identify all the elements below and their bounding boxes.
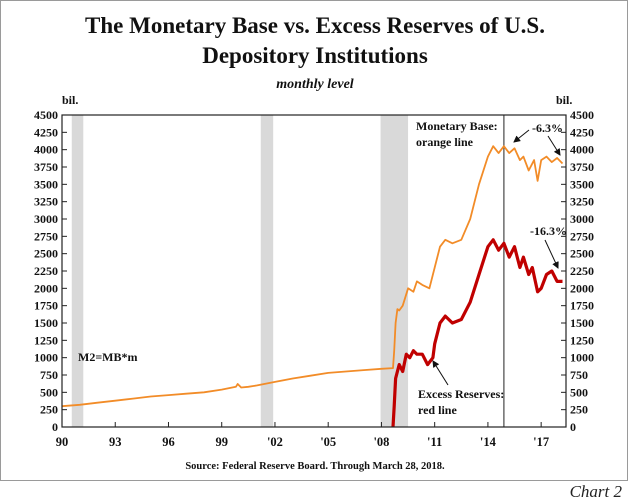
- y-tick-label-left: 250: [40, 403, 58, 417]
- er-label-line1: Excess Reserves:: [418, 387, 504, 401]
- x-tick-label: 96: [162, 435, 175, 449]
- y-tick-label-left: 2500: [34, 247, 58, 261]
- y-tick-label-left: 2250: [34, 264, 58, 278]
- y-tick-label-right: 3500: [570, 177, 594, 191]
- x-tick-label: 93: [109, 435, 122, 449]
- y-tick-label-left: 750: [40, 368, 58, 382]
- er-pct-arrow: [544, 239, 559, 269]
- y-tick-label-right: 1250: [570, 333, 594, 347]
- x-tick-label: 90: [56, 435, 69, 449]
- y-tick-label-right: 3250: [570, 195, 594, 209]
- excess-reserves-line: [391, 238, 563, 428]
- y-tick-label-right: 1000: [570, 351, 594, 365]
- er-pct-label: -16.3%: [530, 224, 567, 238]
- figure-label: Chart 2: [569, 482, 622, 501]
- x-axis-ticks: 90 93 96 99 '02 '05 '08 '11 '14 '17: [56, 422, 549, 449]
- y-tick-label-right: 4250: [570, 125, 594, 139]
- chart-title-line2: Depository Institutions: [202, 43, 428, 68]
- plot-area-border: [61, 114, 567, 428]
- y-tick-label-left: 2000: [34, 281, 58, 295]
- y-tick-label-right: 1500: [570, 316, 594, 330]
- y-tick-label-right: 1750: [570, 299, 594, 313]
- x-tick-label: '02: [267, 435, 283, 449]
- y-tick-label-right: 2250: [570, 264, 594, 278]
- y-unit-left: bil.: [62, 93, 78, 107]
- recession-band-0: [71, 115, 84, 427]
- x-tick-label: 99: [215, 435, 228, 449]
- x-tick-label: '08: [373, 435, 389, 449]
- y-axis-ticks: 0 0 250 250 500 500 750 750 1000 1000 1250 1250 1500…: [34, 108, 594, 434]
- y-tick-label-left: 1750: [34, 299, 58, 313]
- chart-frame: [0, 0, 628, 481]
- source-note: Source: Federal Reserve Board. Through M…: [185, 461, 445, 472]
- formula-label: M2=MB*m: [78, 350, 138, 364]
- y-tick-label-left: 1250: [34, 333, 58, 347]
- x-tick-label: '17: [533, 435, 549, 449]
- series-lines: [61, 145, 564, 428]
- y-tick-label-right: 4000: [570, 143, 594, 157]
- y-tick-label-left: 4250: [34, 125, 58, 139]
- y-tick-label-right: 2750: [570, 229, 594, 243]
- er-label-line2: red line: [418, 403, 457, 417]
- y-tick-label-right: 2500: [570, 247, 594, 261]
- y-tick-label-right: 2000: [570, 281, 594, 295]
- y-tick-label-right: 3000: [570, 212, 594, 226]
- y-tick-label-right: 0: [570, 420, 576, 434]
- y-tick-label-left: 3000: [34, 212, 58, 226]
- x-tick-label: '14: [480, 435, 497, 449]
- y-tick-label-left: 3250: [34, 195, 58, 209]
- y-tick-label-left: 3750: [34, 160, 58, 174]
- y-tick-label-left: 4000: [34, 143, 58, 157]
- mb-label-line2: orange line: [416, 135, 474, 149]
- mb-arrow: [513, 129, 530, 143]
- mb-pct-label: -6.3%: [532, 121, 563, 135]
- y-tick-label-right: 250: [570, 403, 588, 417]
- mb-pct-arrow: [547, 135, 561, 156]
- monetary-base-line: [61, 145, 564, 408]
- chart-subtitle: monthly level: [276, 77, 354, 92]
- y-tick-label-left: 500: [40, 385, 58, 399]
- recession-band-1: [260, 115, 274, 427]
- y-tick-label-left: 3500: [34, 177, 58, 191]
- y-tick-label-right: 750: [570, 368, 588, 382]
- y-tick-label-left: 2750: [34, 229, 58, 243]
- er-arrow: [432, 360, 449, 386]
- recession-band-2: [380, 115, 409, 427]
- recession-bands: [71, 115, 409, 427]
- y-tick-label-left: 1000: [34, 351, 58, 365]
- y-tick-label-right: 500: [570, 385, 588, 399]
- y-tick-label-right: 4500: [570, 108, 594, 122]
- y-unit-right: bil.: [556, 93, 572, 107]
- x-tick-label: '11: [427, 435, 442, 449]
- y-tick-label-left: 4500: [34, 108, 58, 122]
- chart-title-line1: The Monetary Base vs. Excess Reserves of…: [85, 13, 545, 38]
- y-tick-label-left: 1500: [34, 316, 58, 330]
- y-tick-label-left: 0: [52, 420, 58, 434]
- mb-label-line1: Monetary Base:: [416, 119, 498, 133]
- x-tick-label: '05: [320, 435, 336, 449]
- y-tick-label-right: 3750: [570, 160, 594, 174]
